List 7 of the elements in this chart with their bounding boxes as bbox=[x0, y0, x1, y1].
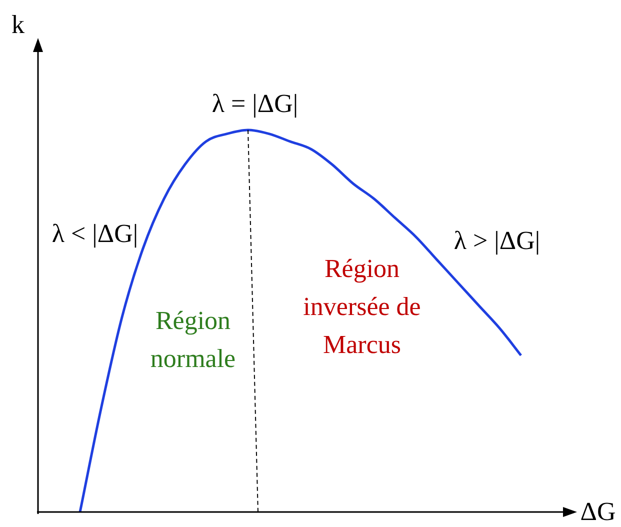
x-axis-title: ΔG bbox=[580, 496, 616, 526]
annotation: Région inversée de Marcus bbox=[303, 254, 421, 359]
y-axis-title: k bbox=[12, 10, 24, 39]
annotation: λ > |ΔG| bbox=[454, 226, 540, 255]
annotation: Région normale bbox=[150, 306, 236, 373]
annotation: λ < |ΔG| bbox=[52, 218, 138, 248]
text: λ = |ΔG| bbox=[212, 88, 298, 118]
